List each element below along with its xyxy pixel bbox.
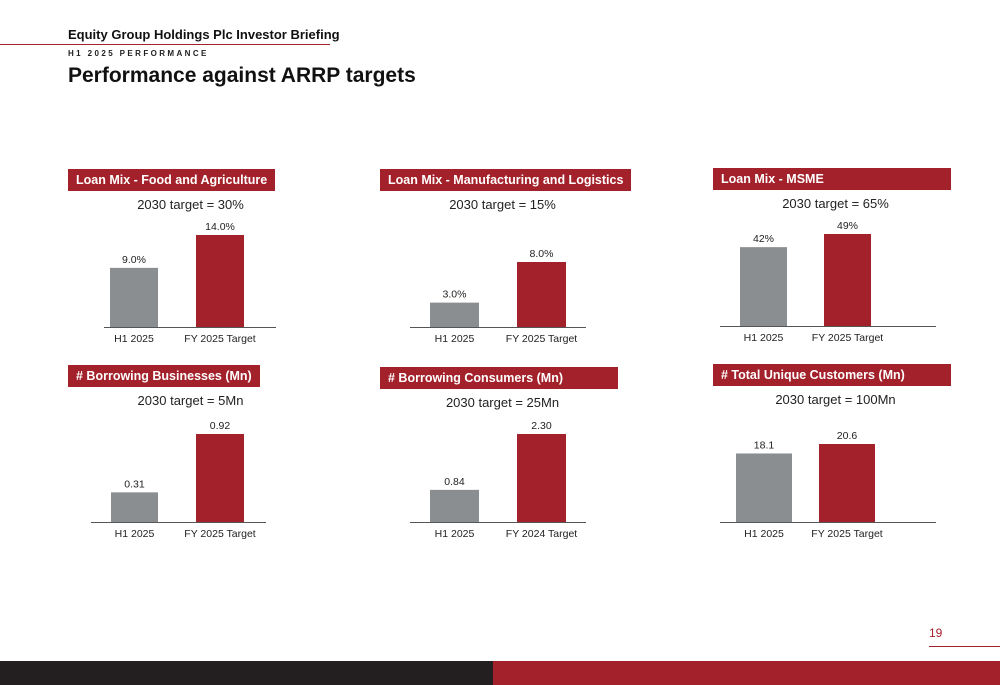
category-label: FY 2025 Target — [812, 332, 883, 344]
bar-target — [824, 234, 871, 326]
chart-title: Loan Mix - Food and Agriculture — [68, 169, 276, 191]
data-label: 49% — [837, 220, 858, 232]
data-label: 2.30 — [531, 420, 552, 432]
bar-target — [819, 444, 875, 522]
bar-actual — [111, 492, 158, 522]
footer-bar-red — [493, 661, 1000, 685]
footer-bar-dark — [0, 661, 493, 685]
chart-subtitle: 2030 target = 100Mn — [775, 392, 896, 407]
category-label: FY 2025 Target — [506, 333, 577, 345]
data-label: 18.1 — [754, 439, 775, 451]
chart-loan-mix-msme: Loan Mix - MSME 2030 target = 65% 42% H1 … — [713, 168, 958, 353]
chart-subtitle: 2030 target = 25Mn — [445, 395, 560, 410]
bar-target — [517, 262, 566, 327]
bar-chart-plot: 42% H1 2025 49% FY 2025 Target — [720, 220, 936, 344]
category-label: H1 2025 — [435, 333, 475, 345]
page-number: 19 — [929, 626, 943, 640]
report-brand: Equity Group Holdings Plc Investor Brief… — [68, 27, 340, 42]
bar-chart-plot: 0.84 H1 2025 2.30 FY 2024 Target — [410, 420, 586, 540]
chart-borrowing-businesses: # Borrowing Businesses (Mn) 2030 target … — [68, 365, 313, 550]
page-number-divider — [929, 646, 1000, 647]
data-label: 8.0% — [530, 248, 554, 260]
bar-actual — [740, 247, 787, 326]
category-label: FY 2025 Target — [184, 528, 255, 540]
bar-target — [517, 434, 566, 522]
chart-title: # Total Unique Customers (Mn) — [713, 364, 951, 386]
chart-title: # Borrowing Consumers (Mn) — [380, 367, 618, 389]
brand-divider — [0, 44, 330, 45]
category-label: H1 2025 — [115, 528, 155, 540]
category-label: H1 2025 — [744, 332, 784, 344]
chart-borrowing-consumers: # Borrowing Consumers (Mn) 2030 target =… — [380, 367, 625, 552]
page-title: Performance against ARRP targets — [68, 64, 416, 87]
chart-subtitle: 2030 target = 15% — [449, 197, 556, 212]
bar-target — [196, 235, 244, 327]
category-label: H1 2025 — [114, 333, 154, 345]
category-label: FY 2025 Target — [184, 333, 255, 345]
category-label: FY 2024 Target — [506, 528, 577, 540]
chart-title: Loan Mix - Manufacturing and Logistics — [380, 169, 632, 191]
bar-target — [196, 434, 244, 522]
chart-subtitle: 2030 target = 65% — [782, 196, 889, 211]
chart-subtitle: 2030 target = 30% — [137, 197, 244, 212]
bar-actual — [736, 453, 792, 522]
bar-actual — [430, 489, 479, 522]
category-label: FY 2025 Target — [811, 528, 882, 540]
data-label: 0.92 — [210, 420, 231, 432]
data-label: 42% — [753, 233, 774, 245]
chart-title: Loan Mix - MSME — [713, 168, 951, 190]
chart-loan-mix-manufacturing-logistics: Loan Mix - Manufacturing and Logistics 2… — [380, 169, 632, 354]
data-label: 0.84 — [444, 476, 465, 488]
chart-loan-mix-food-agriculture: Loan Mix - Food and Agriculture 2030 tar… — [68, 169, 313, 354]
data-label: 3.0% — [443, 289, 467, 301]
bar-chart-plot: 3.0% H1 2025 8.0% FY 2025 Target — [410, 248, 586, 345]
category-label: H1 2025 — [744, 528, 784, 540]
bar-actual — [110, 267, 158, 327]
chart-subtitle: 2030 target = 5Mn — [137, 393, 244, 408]
category-label: H1 2025 — [435, 528, 475, 540]
bar-chart-plot: 9.0% H1 2025 14.0% FY 2025 Target — [104, 221, 276, 345]
chart-title: # Borrowing Businesses (Mn) — [68, 365, 260, 387]
bar-actual — [430, 302, 479, 327]
data-label: 9.0% — [122, 254, 146, 266]
data-label: 14.0% — [205, 221, 235, 233]
chart-total-unique-customers: # Total Unique Customers (Mn) 2030 targe… — [713, 364, 958, 549]
data-label: 0.31 — [124, 478, 145, 490]
bar-chart-plot: 18.1 H1 2025 20.6 FY 2025 Target — [720, 430, 936, 540]
data-label: 20.6 — [837, 430, 858, 442]
bar-chart-plot: 0.31 H1 2025 0.92 FY 2025 Target — [91, 420, 266, 540]
section-label: H1 2025 PERFORMANCE — [68, 49, 209, 58]
